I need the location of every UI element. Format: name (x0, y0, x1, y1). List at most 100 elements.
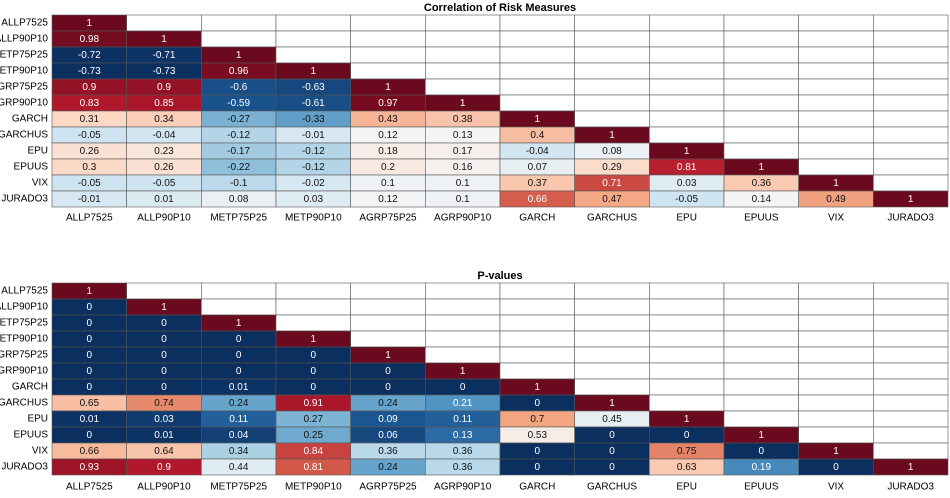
y-tick-label: ALLP90P10 (0, 34, 48, 45)
cell-label: 0.01 (154, 194, 174, 205)
cell-label: 0 (385, 382, 391, 393)
empty-cell (723, 94, 799, 112)
y-tick-label: GARCH (12, 114, 48, 125)
empty-cell (873, 282, 949, 300)
cell-label: 0 (236, 366, 242, 377)
cell-label: 0.14 (752, 194, 772, 205)
empty-cell (649, 298, 725, 316)
cell-label: 0 (161, 334, 167, 345)
cell-label: 0.97 (378, 98, 398, 109)
empty-cell (126, 282, 202, 300)
cell-label: 0 (535, 446, 541, 457)
cell-label: -0.01 (78, 194, 101, 205)
empty-cell (275, 298, 351, 316)
x-tick-label: GARCHUS (587, 213, 637, 224)
cell-label: 0 (87, 366, 93, 377)
cell-label: 0.71 (602, 178, 622, 189)
x-tick-label: EPUUS (744, 482, 779, 493)
empty-cell (723, 46, 799, 64)
empty-cell (873, 330, 949, 348)
empty-cell (350, 30, 426, 48)
x-tick-label: EPUUS (744, 213, 779, 224)
x-tick-label: AGRP90P10 (434, 482, 492, 493)
x-tick-label: GARCH (519, 213, 555, 224)
empty-cell (723, 62, 799, 80)
empty-cell (499, 30, 575, 48)
cell-label: 1 (759, 162, 765, 173)
empty-cell (723, 298, 799, 316)
cell-label: 0.11 (453, 414, 472, 425)
cell-label: 1 (833, 178, 839, 189)
y-tick-label: AGRP90P10 (0, 98, 48, 109)
cell-label: 1 (908, 194, 914, 205)
y-tick-label: METP90P10 (0, 66, 48, 77)
empty-cell (798, 378, 874, 396)
empty-cell (649, 62, 725, 80)
y-tick-label: AGRP90P10 (0, 366, 48, 377)
x-tick-label: VIX (828, 482, 844, 493)
empty-cell (798, 14, 874, 32)
cell-label: 0.9 (157, 462, 171, 473)
empty-cell (499, 314, 575, 332)
empty-cell (499, 46, 575, 64)
empty-cell (350, 314, 426, 332)
cell-label: 1 (684, 146, 690, 157)
empty-cell (723, 346, 799, 364)
empty-cell (350, 14, 426, 32)
empty-cell (873, 362, 949, 380)
x-tick-label: GARCHUS (587, 482, 637, 493)
x-tick-label: VIX (828, 213, 844, 224)
chart-title: P-values (477, 270, 522, 282)
empty-cell (873, 394, 949, 412)
empty-cell (201, 30, 277, 48)
x-tick-label: AGRP90P10 (434, 213, 492, 224)
empty-cell (126, 14, 202, 32)
empty-cell (649, 378, 725, 396)
empty-cell (873, 378, 949, 396)
cell-label: 1 (535, 382, 541, 393)
empty-cell (649, 314, 725, 332)
cell-label: 1 (311, 66, 317, 77)
cell-label: 0.16 (453, 162, 473, 173)
empty-cell (723, 394, 799, 412)
cell-label: 0.23 (154, 146, 174, 157)
cell-label: 0 (87, 318, 93, 329)
cell-label: 0 (311, 350, 317, 361)
cell-label: 0 (684, 430, 690, 441)
cell-label: 0.7 (530, 414, 544, 425)
cell-label: 0.66 (528, 194, 548, 205)
empty-cell (425, 30, 501, 48)
cell-label: 0 (161, 382, 167, 393)
empty-cell (499, 62, 575, 80)
empty-cell (499, 94, 575, 112)
empty-cell (574, 30, 650, 48)
cell-label: -0.73 (78, 66, 101, 77)
cell-label: 0.01 (80, 414, 100, 425)
cell-label: 1 (609, 398, 615, 409)
cell-label: 0.1 (381, 178, 395, 189)
cell-label: 0.21 (453, 398, 473, 409)
empty-cell (275, 282, 351, 300)
cell-label: 1 (535, 114, 541, 125)
cell-label: 0.09 (378, 414, 398, 425)
empty-cell (649, 110, 725, 128)
cell-label: 0.25 (304, 430, 324, 441)
empty-cell (649, 126, 725, 144)
empty-cell (798, 394, 874, 412)
empty-cell (649, 362, 725, 380)
y-tick-label: AGRP75P25 (0, 82, 48, 93)
empty-cell (499, 362, 575, 380)
cell-label: 0.34 (154, 114, 174, 125)
x-tick-label: AGRP75P25 (359, 213, 417, 224)
cell-label: 0.53 (528, 430, 548, 441)
cell-label: 0 (311, 382, 317, 393)
cell-label: 1 (460, 366, 466, 377)
empty-cell (723, 378, 799, 396)
cell-label: 0 (161, 366, 167, 377)
empty-cell (275, 14, 351, 32)
x-tick-label: JURADO3 (887, 213, 934, 224)
empty-cell (723, 362, 799, 380)
cell-label: 0.1 (456, 178, 470, 189)
cell-label: -0.73 (153, 66, 176, 77)
empty-cell (275, 30, 351, 48)
